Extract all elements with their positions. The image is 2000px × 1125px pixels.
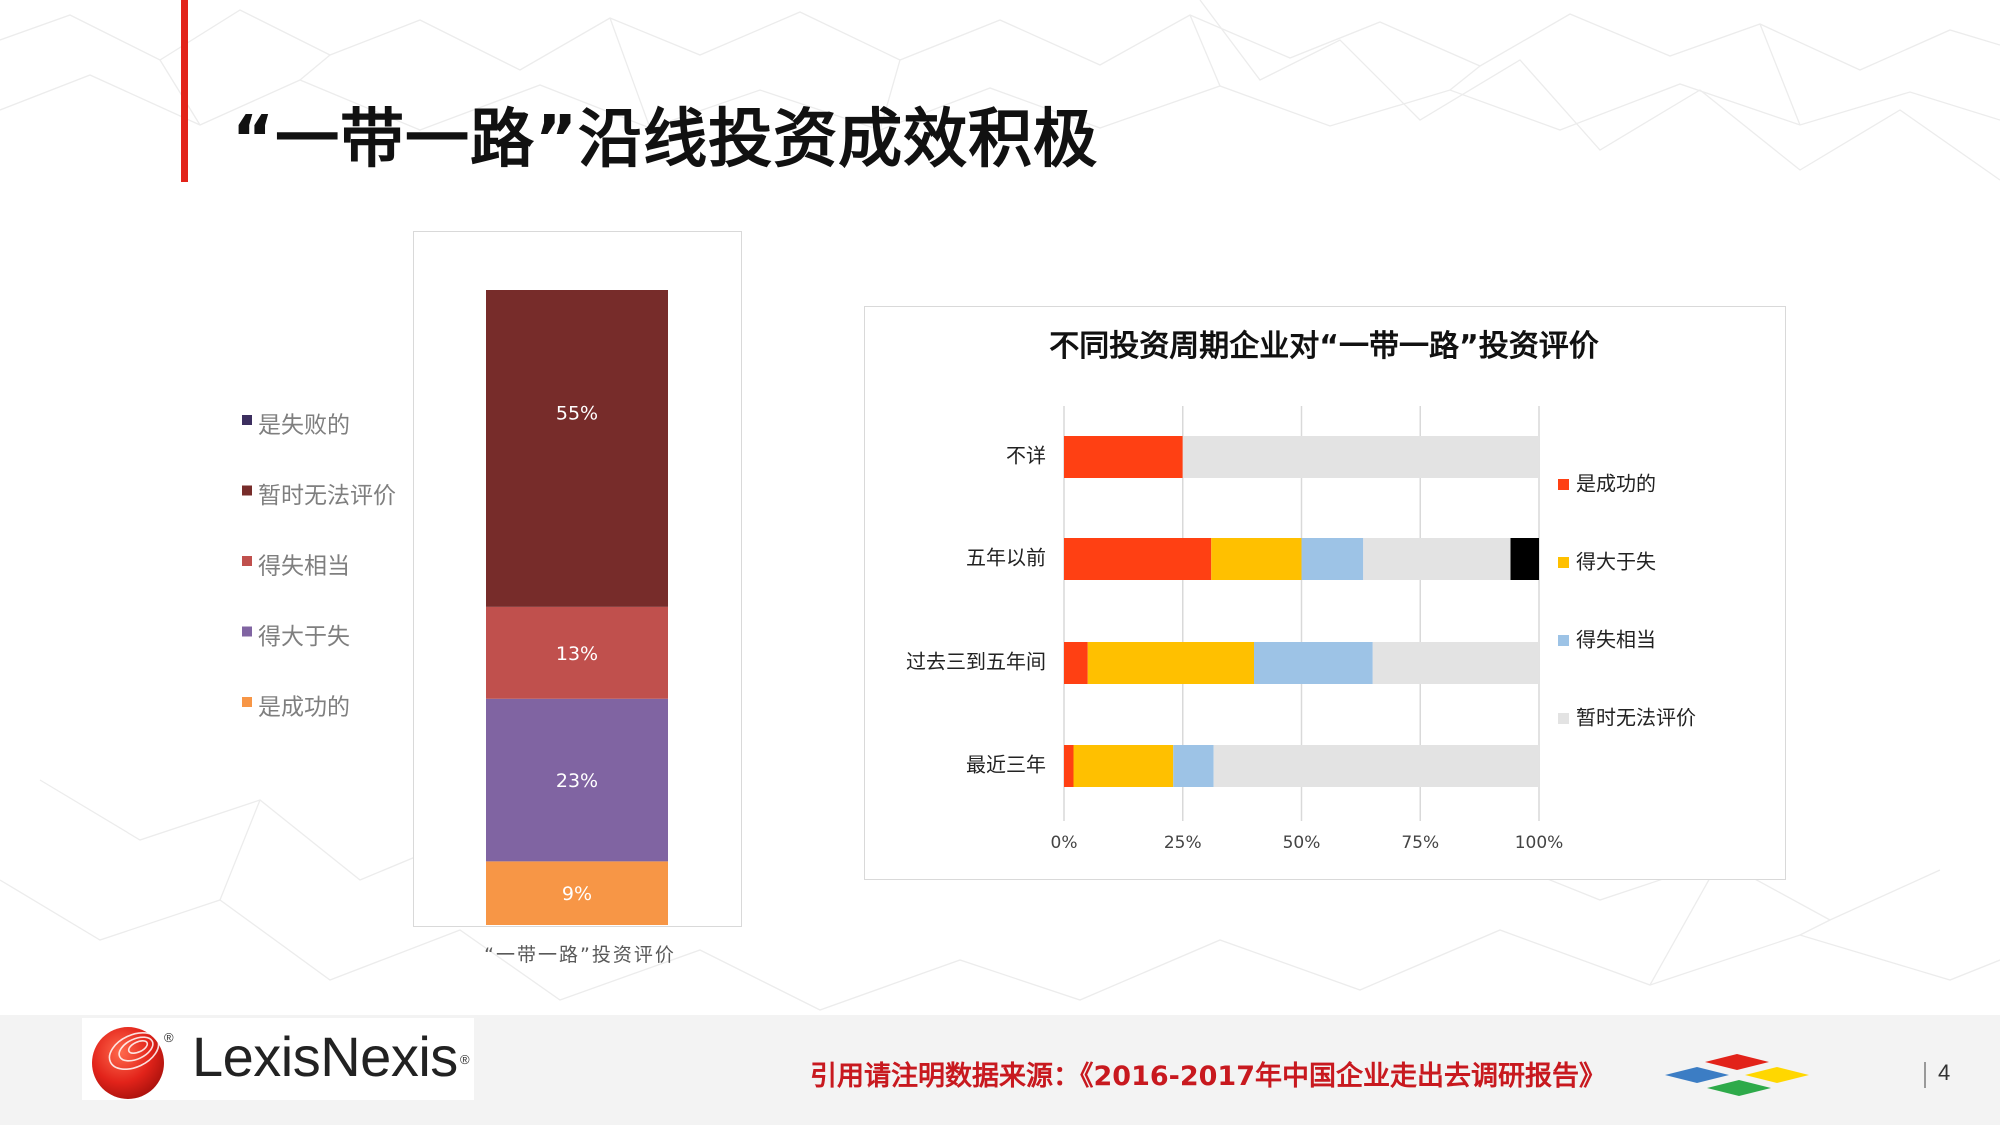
chart2-bar-segment-3-1 <box>1073 745 1174 787</box>
chart2-title: 不同投资周期企业对“一带一路”投资评价 <box>1049 329 1598 364</box>
chart1-data-label-2: 13% <box>556 643 598 665</box>
chart1-data-label-3: 55% <box>556 402 598 424</box>
chart2-bar-segment-2-2 <box>1254 642 1373 684</box>
brand-logo: ® LexisNexis ® <box>82 1018 474 1100</box>
chart1-category-label: “一带一路”投资评价 <box>484 944 676 966</box>
chart2-legend-swatch-2 <box>1558 635 1569 646</box>
chart2-bar-segment-2-3 <box>1372 642 1539 684</box>
logo-registered-mark: ® <box>164 1030 174 1045</box>
chart2-bar-segment-1-3 <box>1363 538 1511 580</box>
chart1-data-label-0: 9% <box>562 883 592 905</box>
chart2-bar-segment-1-4 <box>1510 538 1539 580</box>
chart2-bar-segment-1-0 <box>1064 538 1212 580</box>
chart1-legend-label-4: 是成功的 <box>258 695 350 721</box>
chart2-bar-segment-3-3 <box>1213 745 1539 787</box>
chart1-legend-swatch-1 <box>242 485 252 496</box>
chart2-x-tick-2: 50% <box>1283 833 1321 853</box>
chart1-bars <box>486 290 668 925</box>
slide-title: “一带一路”沿线投资成效积极 <box>232 103 1099 177</box>
chart1-legend-label-2: 得失相当 <box>258 554 350 580</box>
chart2-legend-swatch-1 <box>1558 557 1569 568</box>
chart2-legend-label-1: 得大于失 <box>1576 550 1656 574</box>
chart2-legend-label-2: 得失相当 <box>1576 628 1656 652</box>
chart1-legend-swatch-4 <box>242 697 252 707</box>
title-accent-bar <box>181 0 188 182</box>
chart1-legend-label-0: 是失败的 <box>258 413 350 439</box>
chart2-bar-segment-0-3 <box>1182 436 1539 478</box>
lexisnexis-globe-icon <box>92 1027 164 1099</box>
chart2-x-tick-4: 100% <box>1515 833 1564 853</box>
chart2-x-tick-labels: 0% 25% 50% 75% 100% <box>1051 833 1564 853</box>
chart2-legend-label-3: 暂时无法评价 <box>1576 706 1696 730</box>
data-source-note: 引用请注明数据来源：《2016-2017年中国企业走出去调研报告》 <box>810 1061 1606 1092</box>
chart1-legend-label-3: 得大于失 <box>258 624 350 650</box>
logo-wordmark: LexisNexis <box>192 1025 458 1088</box>
chart1-legend-swatch-3 <box>242 626 252 637</box>
chart1-data-labels: 9%23%13%55%1% <box>556 402 598 905</box>
chart1-bar-segment-2 <box>486 606 668 699</box>
chart2-bar-segment-1-1 <box>1211 538 1302 580</box>
chart2-category-label-2: 过去三到五年间 <box>906 650 1046 674</box>
chart2-category-label-0: 不详 <box>1006 444 1046 468</box>
chart2-legend-swatch-3 <box>1558 713 1569 724</box>
decorative-diamonds-icon <box>1665 1054 1809 1096</box>
page-number: 4 <box>1938 1060 1951 1085</box>
chart2-category-label-3: 最近三年 <box>966 753 1046 777</box>
logo-registered-mark-trailing: ® <box>460 1052 470 1067</box>
chart1-bar-segment-1 <box>486 698 668 862</box>
chart1-bar-segment-0 <box>486 861 668 925</box>
chart2-x-tick-1: 25% <box>1164 833 1202 853</box>
chart1-legend-swatch-0 <box>242 415 252 425</box>
chart1-bar-segment-3 <box>486 290 668 607</box>
chart1-data-label-1: 23% <box>556 770 598 792</box>
chart1-legend-swatch-2 <box>242 556 252 566</box>
chart2-legend-label-0: 是成功的 <box>1576 472 1656 496</box>
chart2-x-tick-0: 0% <box>1051 833 1078 853</box>
chart2-bar-segment-2-0 <box>1064 642 1088 684</box>
chart2-bar-segment-3-0 <box>1064 745 1074 787</box>
chart2-bar-segment-2-1 <box>1087 642 1254 684</box>
chart2-bars <box>1064 436 1539 787</box>
page-number-separator <box>1924 1062 1926 1088</box>
chart2-legend-swatch-0 <box>1558 479 1569 490</box>
chart2-bar-segment-0-0 <box>1064 436 1183 478</box>
chart2-bar-segment-1-2 <box>1301 538 1364 580</box>
chart2-bar-segment-3-2 <box>1173 745 1214 787</box>
chart2-category-label-1: 五年以前 <box>966 546 1046 570</box>
chart2-x-tick-3: 75% <box>1401 833 1439 853</box>
chart1-legend-label-1: 暂时无法评价 <box>258 483 396 509</box>
